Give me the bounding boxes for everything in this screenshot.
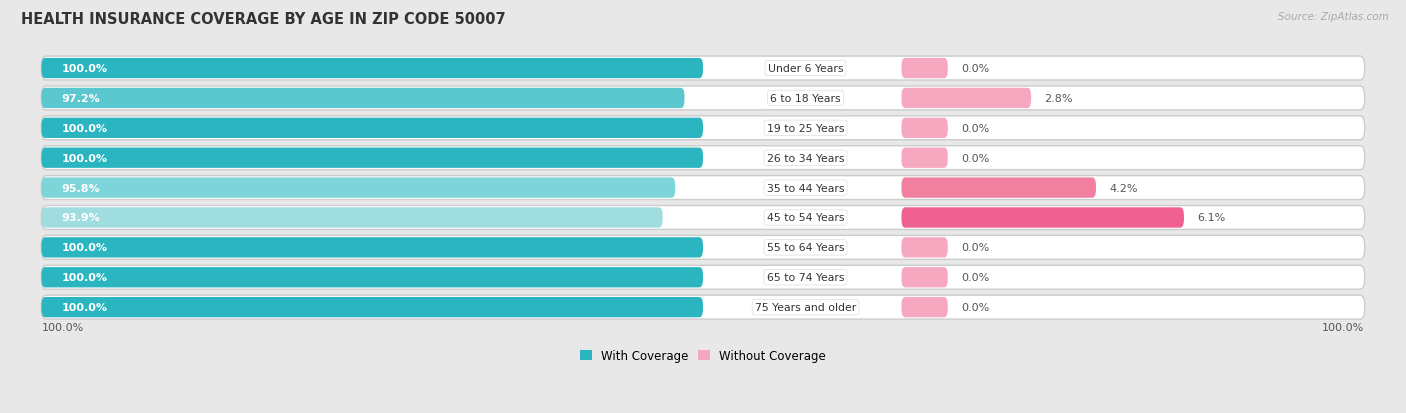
Text: 93.9%: 93.9% bbox=[62, 213, 100, 223]
Text: HEALTH INSURANCE COVERAGE BY AGE IN ZIP CODE 50007: HEALTH INSURANCE COVERAGE BY AGE IN ZIP … bbox=[21, 12, 506, 27]
Text: 100.0%: 100.0% bbox=[62, 153, 107, 163]
Text: 45 to 54 Years: 45 to 54 Years bbox=[766, 213, 844, 223]
FancyBboxPatch shape bbox=[901, 88, 1031, 109]
FancyBboxPatch shape bbox=[41, 268, 703, 288]
FancyBboxPatch shape bbox=[41, 295, 1365, 319]
FancyBboxPatch shape bbox=[901, 148, 948, 169]
Text: 0.0%: 0.0% bbox=[960, 123, 990, 133]
Text: 97.2%: 97.2% bbox=[62, 94, 100, 104]
FancyBboxPatch shape bbox=[41, 87, 1365, 111]
FancyBboxPatch shape bbox=[41, 297, 703, 318]
Text: 2.8%: 2.8% bbox=[1045, 94, 1073, 104]
FancyBboxPatch shape bbox=[41, 176, 1365, 200]
Text: 100.0%: 100.0% bbox=[62, 64, 107, 74]
Text: 6.1%: 6.1% bbox=[1197, 213, 1226, 223]
Text: 26 to 34 Years: 26 to 34 Years bbox=[766, 153, 844, 163]
FancyBboxPatch shape bbox=[41, 146, 1365, 170]
Text: 0.0%: 0.0% bbox=[960, 64, 990, 74]
Text: 95.8%: 95.8% bbox=[62, 183, 100, 193]
Text: 100.0%: 100.0% bbox=[41, 322, 84, 332]
Text: 100.0%: 100.0% bbox=[62, 273, 107, 282]
Text: Source: ZipAtlas.com: Source: ZipAtlas.com bbox=[1278, 12, 1389, 22]
FancyBboxPatch shape bbox=[41, 236, 1365, 260]
Text: 0.0%: 0.0% bbox=[960, 273, 990, 282]
FancyBboxPatch shape bbox=[901, 119, 948, 139]
FancyBboxPatch shape bbox=[41, 266, 1365, 290]
Text: 100.0%: 100.0% bbox=[62, 243, 107, 253]
Text: 0.0%: 0.0% bbox=[960, 302, 990, 312]
FancyBboxPatch shape bbox=[901, 208, 1184, 228]
Text: 6 to 18 Years: 6 to 18 Years bbox=[770, 94, 841, 104]
FancyBboxPatch shape bbox=[901, 297, 948, 318]
FancyBboxPatch shape bbox=[41, 59, 703, 79]
FancyBboxPatch shape bbox=[901, 59, 948, 79]
FancyBboxPatch shape bbox=[41, 178, 675, 198]
Text: Under 6 Years: Under 6 Years bbox=[768, 64, 844, 74]
Text: 100.0%: 100.0% bbox=[62, 123, 107, 133]
FancyBboxPatch shape bbox=[901, 178, 1095, 198]
Text: 0.0%: 0.0% bbox=[960, 153, 990, 163]
Text: 19 to 25 Years: 19 to 25 Years bbox=[766, 123, 844, 133]
FancyBboxPatch shape bbox=[41, 57, 1365, 81]
FancyBboxPatch shape bbox=[41, 206, 1365, 230]
Text: 75 Years and older: 75 Years and older bbox=[755, 302, 856, 312]
FancyBboxPatch shape bbox=[41, 237, 703, 258]
Text: 0.0%: 0.0% bbox=[960, 243, 990, 253]
Text: 100.0%: 100.0% bbox=[1322, 322, 1365, 332]
Text: 65 to 74 Years: 65 to 74 Years bbox=[766, 273, 844, 282]
FancyBboxPatch shape bbox=[901, 237, 948, 258]
Text: 100.0%: 100.0% bbox=[62, 302, 107, 312]
Text: 55 to 64 Years: 55 to 64 Years bbox=[766, 243, 844, 253]
FancyBboxPatch shape bbox=[41, 119, 703, 139]
FancyBboxPatch shape bbox=[41, 88, 685, 109]
Text: 4.2%: 4.2% bbox=[1109, 183, 1137, 193]
FancyBboxPatch shape bbox=[41, 148, 703, 169]
FancyBboxPatch shape bbox=[41, 208, 662, 228]
FancyBboxPatch shape bbox=[901, 268, 948, 288]
FancyBboxPatch shape bbox=[41, 116, 1365, 140]
Text: 35 to 44 Years: 35 to 44 Years bbox=[766, 183, 844, 193]
Legend: With Coverage, Without Coverage: With Coverage, Without Coverage bbox=[575, 345, 831, 367]
